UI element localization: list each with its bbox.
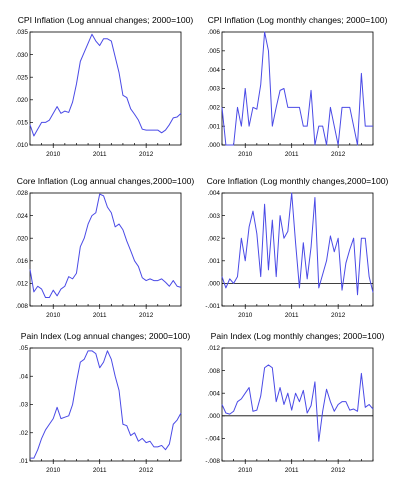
chart-title: Pain Index (Log monthly changes; 2000=10…: [211, 331, 385, 341]
y-tick-label: .000: [208, 142, 221, 149]
panel-pain-monthly: Pain Index (Log monthly changes; 2000=10…: [205, 331, 384, 474]
x-tick-label: 2011: [93, 151, 107, 158]
y-tick-label: .05: [19, 345, 28, 352]
panel-cpi-annual: CPI Inflation (Log annual changes; 2000=…: [16, 15, 194, 158]
y-tick-label: .016: [16, 258, 29, 265]
y-tick-label: .002: [208, 105, 221, 112]
y-tick-label: .012: [16, 281, 29, 288]
x-tick-label: 2011: [93, 467, 107, 474]
y-tick-label: .000: [208, 413, 221, 420]
y-tick-label: .001: [208, 258, 221, 265]
y-tick-label: .015: [16, 120, 29, 127]
panel-core-monthly: Core Inflation (Log monthly changes,2000…: [205, 176, 388, 319]
series-line: [221, 192, 374, 296]
plot-frame: [29, 347, 182, 462]
y-tick-label: .002: [208, 235, 221, 242]
y-tick-label: -.001: [205, 303, 220, 310]
series-line: [221, 364, 374, 442]
y-tick-label: .004: [208, 390, 221, 397]
x-tick-label: 2012: [331, 312, 346, 319]
plot-frame: [221, 347, 374, 462]
y-tick-label: -.004: [205, 436, 220, 443]
panel-cpi-monthly: CPI Inflation (Log monthly changes; 2000…: [208, 15, 388, 158]
chart-title: Core Inflation (Log annual changes,2000=…: [17, 176, 195, 186]
y-tick-label: .004: [208, 67, 221, 74]
chart-title: Pain Index (Log annual changes; 2000=100…: [21, 331, 191, 341]
y-tick-label: .01: [19, 458, 28, 465]
y-tick-label: .02: [19, 430, 28, 437]
x-tick-label: 2011: [285, 151, 299, 158]
x-tick-label: 2010: [46, 312, 61, 319]
y-tick-label: .020: [16, 97, 29, 104]
y-tick-label: .028: [16, 190, 29, 197]
y-tick-label: .005: [208, 48, 221, 55]
y-tick-label: .020: [16, 235, 29, 242]
y-tick-label: .010: [16, 142, 29, 149]
y-tick-label: .030: [16, 52, 29, 59]
plot-frame: [29, 31, 182, 146]
x-tick-label: 2010: [46, 467, 61, 474]
x-tick-label: 2012: [331, 467, 346, 474]
x-tick-label: 2010: [46, 151, 61, 158]
x-tick-label: 2012: [331, 151, 346, 158]
chart-title: CPI Inflation (Log monthly changes; 2000…: [208, 15, 388, 25]
y-tick-label: .008: [208, 368, 221, 375]
plot-frame: [29, 192, 182, 307]
plot-frame: [221, 31, 374, 146]
panel-core-annual: Core Inflation (Log annual changes,2000=…: [16, 176, 195, 319]
y-tick-label: .003: [208, 86, 221, 93]
chart-title: Core Inflation (Log monthly changes,2000…: [207, 176, 389, 186]
series-line: [221, 31, 373, 146]
series-line: [29, 193, 182, 299]
y-tick-label: -.008: [205, 458, 220, 465]
x-tick-label: 2012: [139, 467, 154, 474]
y-tick-label: .012: [208, 345, 221, 352]
y-tick-label: .024: [16, 213, 29, 220]
chart-title: CPI Inflation (Log annual changes; 2000=…: [18, 15, 194, 25]
y-tick-label: .035: [16, 29, 29, 36]
x-tick-label: 2011: [93, 312, 107, 319]
y-tick-label: .025: [16, 74, 29, 81]
y-tick-label: .03: [19, 402, 28, 409]
x-tick-label: 2011: [285, 467, 299, 474]
series-line: [29, 33, 182, 137]
y-tick-label: .001: [208, 123, 221, 130]
y-tick-label: .000: [208, 281, 221, 288]
series-line: [30, 350, 182, 459]
x-tick-label: 2012: [139, 312, 154, 319]
y-tick-label: .04: [19, 373, 28, 380]
x-tick-label: 2012: [139, 151, 154, 158]
x-tick-label: 2010: [238, 312, 253, 319]
y-tick-label: .008: [16, 303, 29, 310]
x-tick-label: 2011: [285, 312, 299, 319]
plot-frame: [221, 192, 374, 307]
panel-pain-annual: Pain Index (Log annual changes; 2000=100…: [19, 331, 190, 474]
x-tick-label: 2010: [238, 151, 253, 158]
y-tick-label: .004: [208, 190, 221, 197]
y-tick-label: .006: [208, 29, 221, 36]
y-tick-label: .003: [208, 213, 221, 220]
x-tick-label: 2010: [238, 467, 253, 474]
